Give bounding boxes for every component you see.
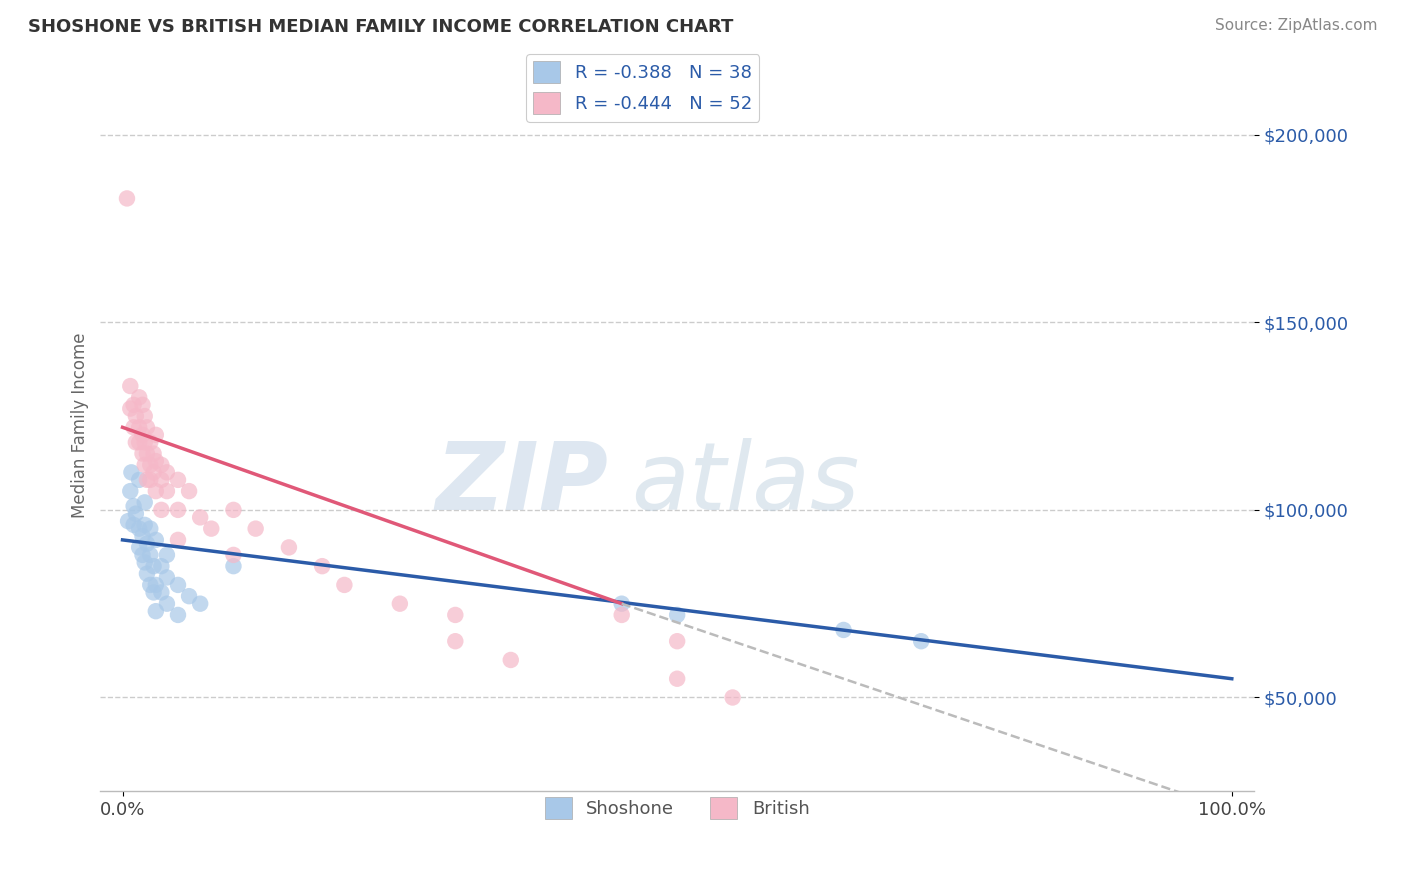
Point [139, 522, 162, 536]
Legend: Shoshone, British: Shoshone, British [537, 789, 817, 826]
Point [134, 409, 156, 423]
Point [311, 559, 333, 574]
Point [131, 548, 153, 562]
Point [125, 409, 148, 423]
Point [125, 435, 148, 450]
Point [145, 427, 167, 442]
Point [610, 607, 633, 622]
Point [200, 522, 222, 536]
Point [444, 607, 467, 622]
Point [188, 597, 211, 611]
Point [120, 466, 142, 480]
Point [610, 597, 633, 611]
Point [136, 420, 159, 434]
Text: Source: ZipAtlas.com: Source: ZipAtlas.com [1215, 18, 1378, 33]
Point [139, 548, 162, 562]
Point [150, 585, 173, 599]
Point [156, 484, 179, 499]
Point [128, 522, 150, 536]
Point [131, 398, 153, 412]
Point [122, 517, 145, 532]
Point [150, 473, 173, 487]
Point [134, 435, 156, 450]
Point [136, 447, 159, 461]
Point [128, 435, 150, 450]
Point [139, 435, 162, 450]
Point [134, 495, 156, 509]
Point [156, 466, 179, 480]
Point [134, 556, 156, 570]
Point [128, 420, 150, 434]
Point [150, 503, 173, 517]
Point [128, 541, 150, 555]
Point [120, 484, 142, 499]
Point [167, 533, 190, 547]
Point [131, 529, 153, 543]
Point [142, 447, 165, 461]
Point [117, 514, 139, 528]
Point [167, 473, 190, 487]
Point [128, 390, 150, 404]
Point [128, 473, 150, 487]
Point [156, 570, 179, 584]
Point [167, 503, 190, 517]
Point [150, 458, 173, 472]
Point [167, 578, 190, 592]
Point [134, 517, 156, 532]
Point [444, 634, 467, 648]
Point [122, 398, 145, 412]
Point [150, 559, 173, 574]
Point [333, 578, 356, 592]
Point [145, 578, 167, 592]
Point [139, 458, 162, 472]
Point [122, 420, 145, 434]
Point [136, 473, 159, 487]
Point [131, 447, 153, 461]
Point [142, 466, 165, 480]
Point [910, 634, 932, 648]
Point [188, 510, 211, 524]
Point [145, 533, 167, 547]
Point [156, 597, 179, 611]
Point [277, 541, 299, 555]
Point [145, 454, 167, 468]
Text: SHOSHONE VS BRITISH MEDIAN FAMILY INCOME CORRELATION CHART: SHOSHONE VS BRITISH MEDIAN FAMILY INCOME… [28, 18, 734, 36]
Text: atlas: atlas [631, 439, 859, 530]
Point [222, 548, 245, 562]
Point [125, 507, 148, 521]
Point [139, 578, 162, 592]
Point [131, 427, 153, 442]
Point [145, 484, 167, 499]
Point [136, 536, 159, 550]
Point [177, 484, 200, 499]
Point [499, 653, 522, 667]
Point [142, 585, 165, 599]
Point [120, 401, 142, 416]
Point [388, 597, 411, 611]
Point [666, 607, 689, 622]
Point [156, 548, 179, 562]
Point [245, 522, 267, 536]
Point [222, 559, 245, 574]
Text: ZIP: ZIP [434, 438, 607, 530]
Point [115, 191, 138, 205]
Point [666, 672, 689, 686]
Point [832, 623, 855, 637]
Point [167, 607, 190, 622]
Point [136, 566, 159, 581]
Point [721, 690, 744, 705]
Point [134, 458, 156, 472]
Point [177, 589, 200, 603]
Point [666, 634, 689, 648]
Point [139, 473, 162, 487]
Point [142, 559, 165, 574]
Y-axis label: Median Family Income: Median Family Income [72, 333, 89, 518]
Point [122, 499, 145, 513]
Point [145, 604, 167, 618]
Point [222, 503, 245, 517]
Point [120, 379, 142, 393]
